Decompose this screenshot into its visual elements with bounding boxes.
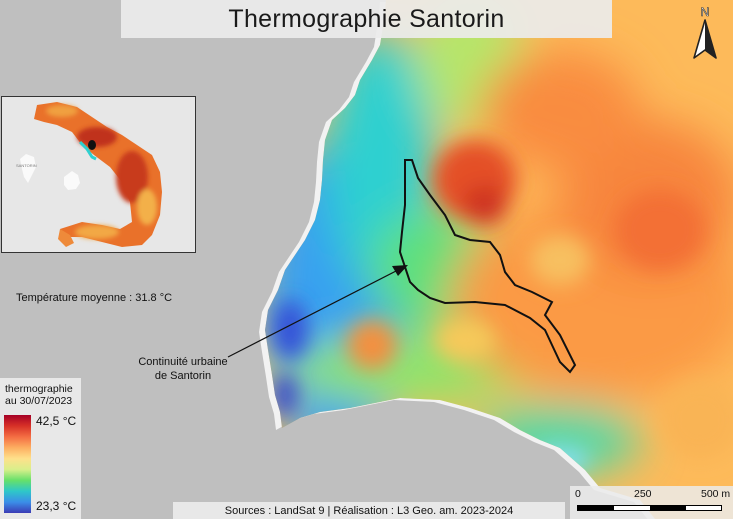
annotation-arrow-line [227, 269, 399, 358]
sources-box: Sources : LandSat 9 | Réalisation : L3 G… [173, 502, 565, 519]
urban-area-outline [398, 159, 577, 374]
scale-bar [577, 505, 722, 511]
map-title: Thermographie Santorin [228, 4, 505, 33]
overview-inset[interactable]: SANTORIN [1, 96, 196, 253]
scale-label-0: 0 [575, 488, 581, 500]
scale-bar-box [570, 486, 733, 519]
legend-min-label: 23,3 °C [36, 499, 77, 513]
urban-annotation-line2: de Santorin [154, 370, 212, 382]
legend-max-label: 42,5 °C [36, 414, 77, 428]
legend-color-ramp [4, 415, 31, 513]
sources-text: Sources : LandSat 9 | Réalisation : L3 G… [224, 504, 514, 517]
legend-title-line2: au 30/07/2023 [5, 395, 73, 407]
scale-bar-segment [578, 506, 614, 510]
inset-label: SANTORIN [16, 163, 37, 168]
legend-title: thermographie au 30/07/2023 [5, 383, 73, 407]
urban-annotation-label: Continuité urbaine de Santorin [128, 355, 238, 383]
scale-label-500: 500 m [701, 488, 731, 500]
scale-bar-segment [650, 506, 686, 510]
inset-island-map: SANTORIN [16, 102, 162, 247]
map-title-box: Thermographie Santorin [121, 0, 612, 38]
north-arrow-icon: N [693, 5, 717, 59]
legend-title-line1: thermographie [5, 383, 73, 395]
annotation-arrow-head [392, 265, 408, 276]
north-label: N [701, 5, 710, 19]
scale-label-250: 250 [634, 488, 652, 500]
urban-annotation-line1: Continuité urbaine [138, 356, 228, 368]
mean-temperature-label: Température moyenne : 31.8 °C [16, 292, 173, 304]
